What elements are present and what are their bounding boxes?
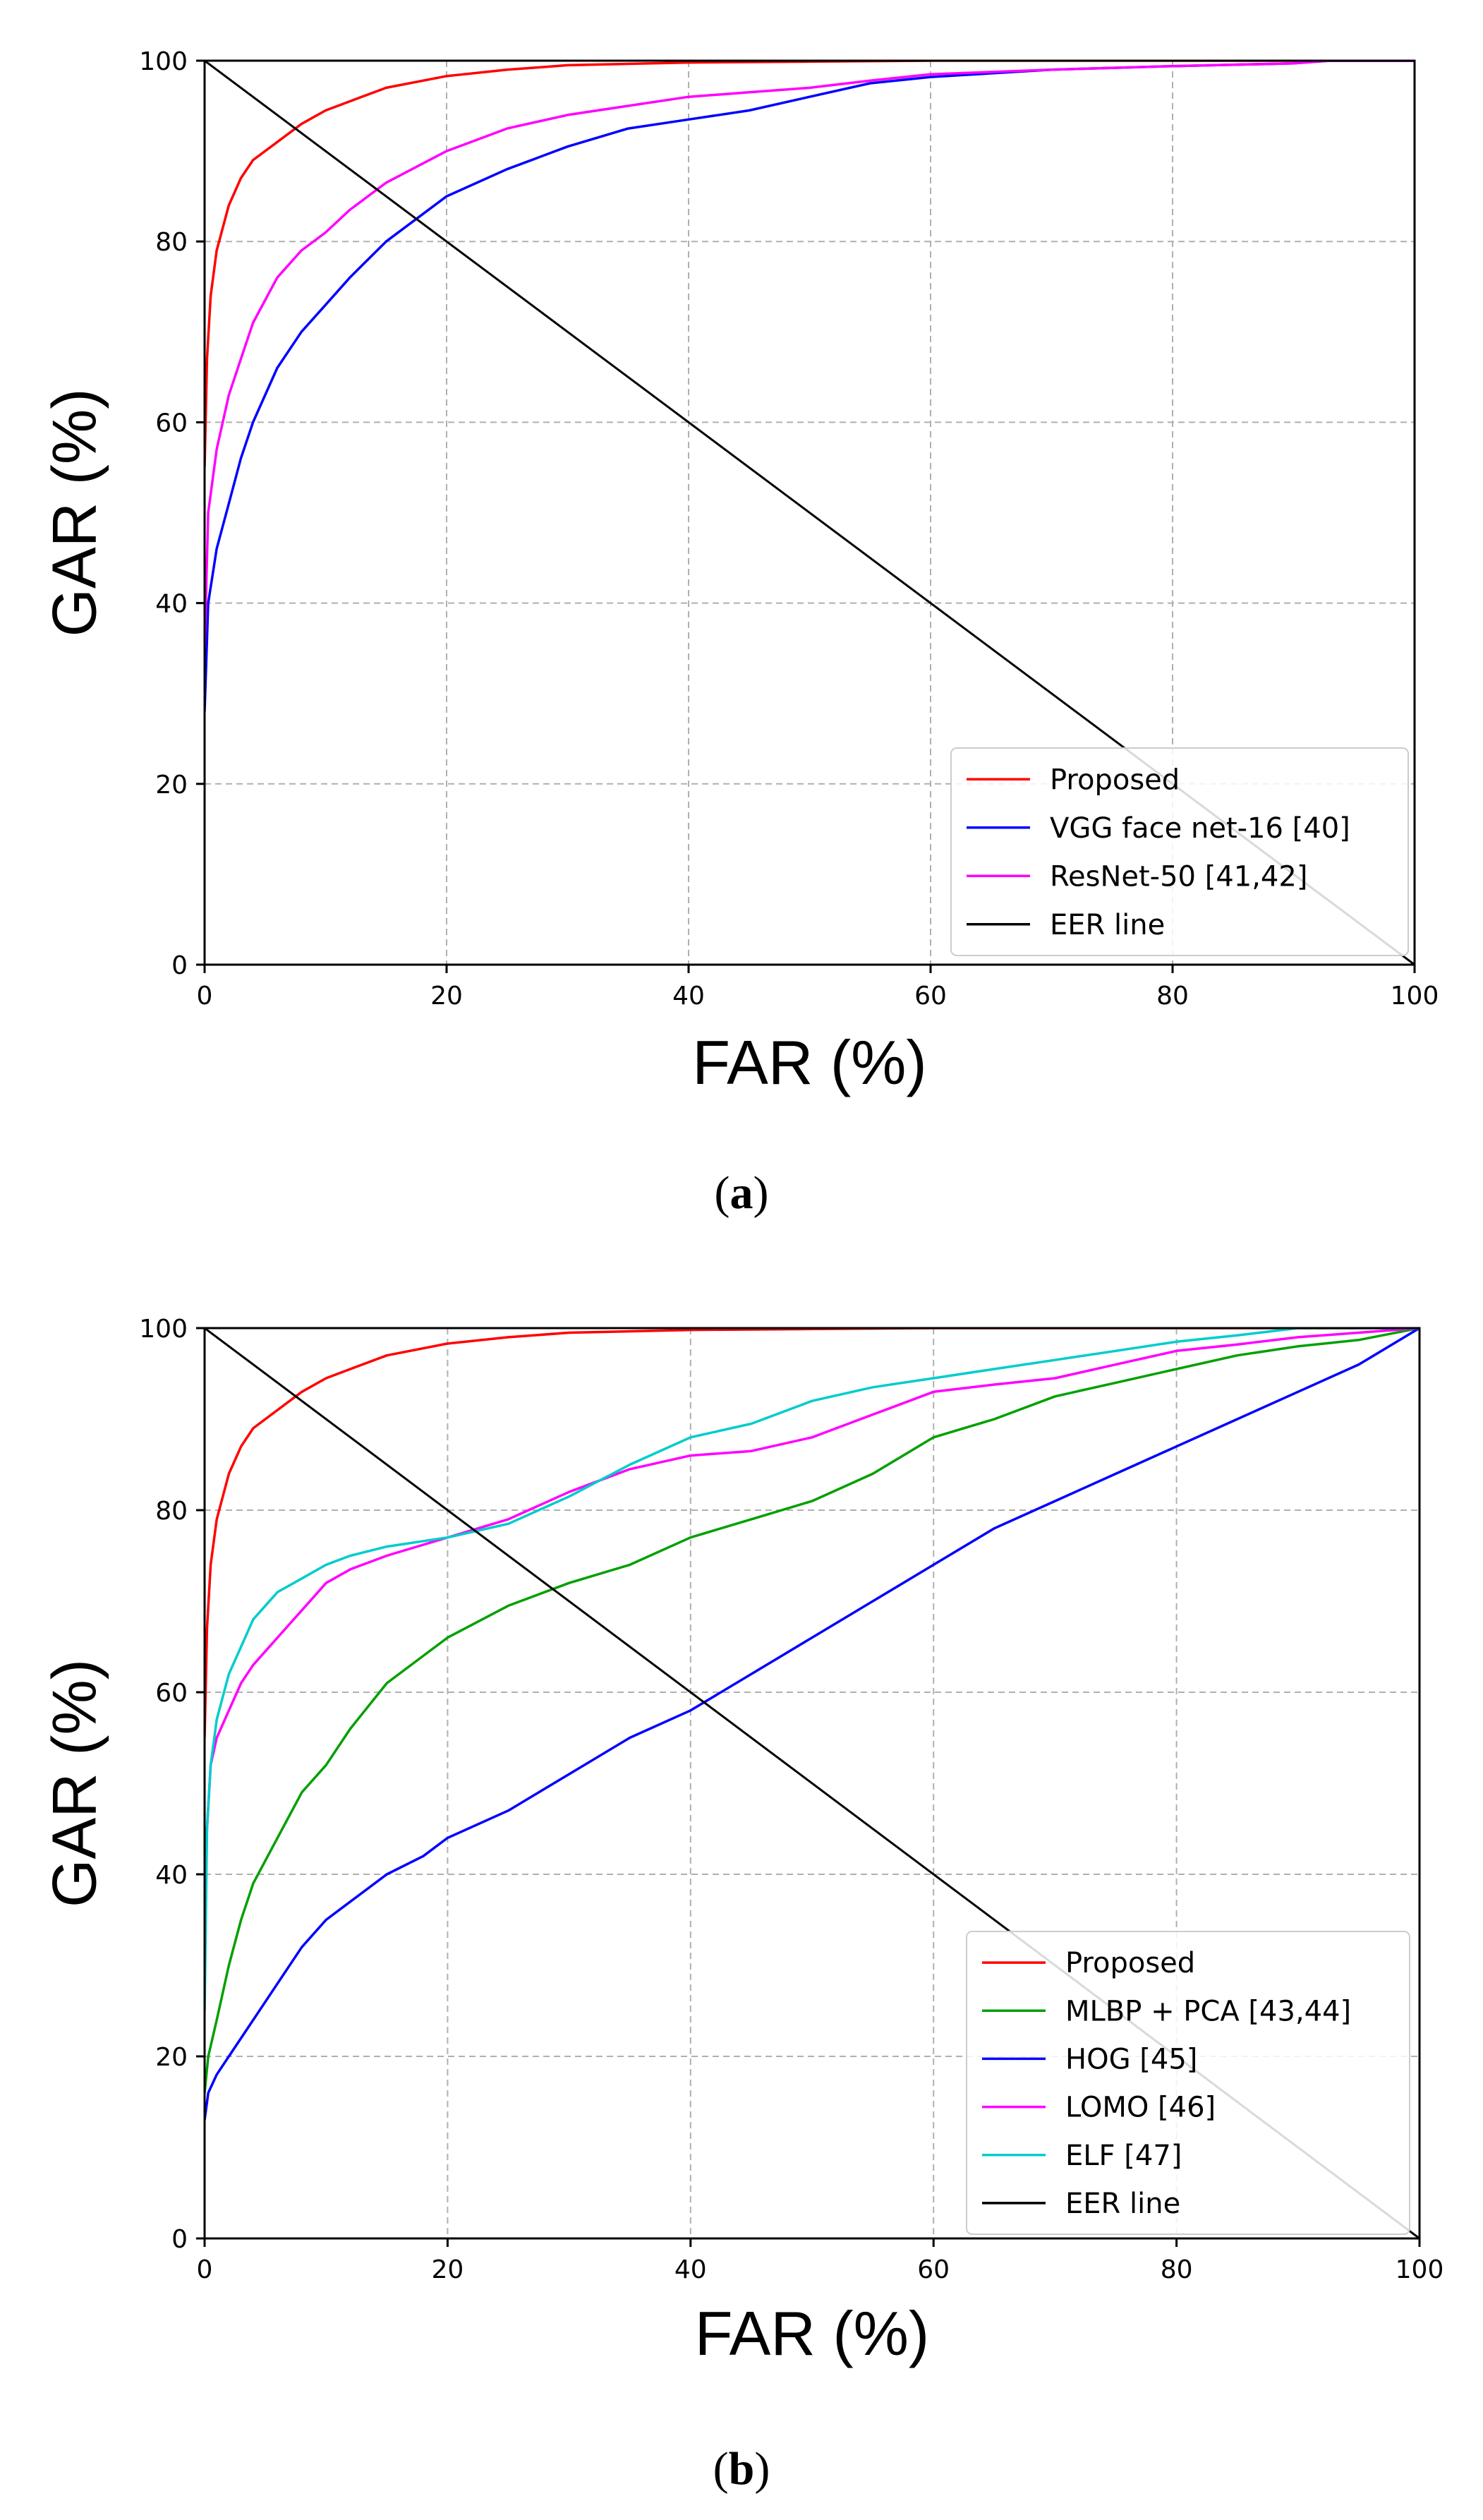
- x-tick-label: 100: [1391, 982, 1439, 1011]
- y-tick-label: 80: [155, 228, 188, 257]
- legend-box: [950, 747, 1409, 956]
- series-line-lomo-46: [205, 1328, 1420, 1939]
- x-tick-label: 0: [197, 982, 213, 1011]
- x-tick-label: 40: [674, 2255, 707, 2284]
- x-tick-label: 80: [1156, 982, 1189, 1011]
- series-line-elf-47: [205, 1328, 1420, 2011]
- x-tick-label: 0: [197, 2255, 213, 2284]
- series-line-hog-45: [205, 1328, 1420, 2121]
- y-tick-label: 0: [171, 2225, 188, 2254]
- x-tick-label: 60: [917, 2255, 950, 2284]
- y-tick-label: 60: [155, 1679, 188, 1708]
- legend-label: EER line: [1065, 2188, 1180, 2220]
- legend-label: VGG face net-16 [40]: [1050, 812, 1350, 845]
- series-line-proposed: [205, 61, 1415, 468]
- y-tick-label: 40: [155, 590, 188, 619]
- x-axis-label: FAR (%): [692, 1027, 926, 1097]
- plot-frame: [203, 1327, 1421, 2240]
- x-tick-label: 80: [1161, 2255, 1193, 2284]
- legend-label: ELF [47]: [1065, 2140, 1182, 2172]
- y-tick-label: 40: [155, 1861, 188, 1890]
- x-tick-label: 20: [431, 2255, 464, 2284]
- x-tick-label: 100: [1396, 2255, 1444, 2284]
- chart-a: 0 20 40 60 80 100 0 20 40 60 80 100 FAR (%) GAR (%) Pr…: [39, 47, 1439, 1219]
- y-tick-label: 100: [139, 1315, 188, 1344]
- y-tick-label: 80: [155, 1497, 188, 1526]
- panel-caption: (a): [715, 1167, 769, 1219]
- y-axis-label: GAR (%): [39, 1659, 109, 1907]
- x-axis-label: FAR (%): [695, 2298, 929, 2368]
- plot-frame: [203, 59, 1416, 966]
- y-axis-label: GAR (%): [39, 389, 109, 637]
- legend-label: EER line: [1050, 909, 1165, 941]
- legend-label: ResNet-50 [41,42]: [1050, 860, 1307, 893]
- panel-caption: (b): [713, 2443, 770, 2495]
- series-line-proposed: [205, 1328, 1420, 1738]
- chart-b: 0 20 40 60 80 100 0 20 40 60 80 100 FAR (%) GAR (%) Pr…: [39, 1315, 1443, 2495]
- series-line-vgg-face-net-16-40: [205, 61, 1415, 712]
- y-tick-label: 20: [155, 771, 188, 800]
- legend-box: [966, 1931, 1410, 2235]
- y-tick-label: 20: [155, 2043, 188, 2072]
- x-tick-label: 20: [430, 982, 463, 1011]
- legend-label: Proposed: [1065, 1947, 1195, 1979]
- legend-label: LOMO [46]: [1065, 2092, 1216, 2124]
- y-tick-label: 0: [171, 951, 188, 980]
- legend-label: Proposed: [1050, 764, 1180, 796]
- y-tick-label: 100: [139, 47, 188, 76]
- legend-label: MLBP + PCA [43,44]: [1065, 1995, 1351, 2027]
- legend-label: HOG [45]: [1065, 2043, 1197, 2075]
- y-tick-label: 60: [155, 409, 188, 438]
- series-line-resnet-50-41-42: [205, 61, 1415, 649]
- series-line-mlbp-pca-43-44: [205, 1328, 1420, 2093]
- x-tick-label: 60: [914, 982, 947, 1011]
- x-tick-label: 40: [672, 982, 705, 1011]
